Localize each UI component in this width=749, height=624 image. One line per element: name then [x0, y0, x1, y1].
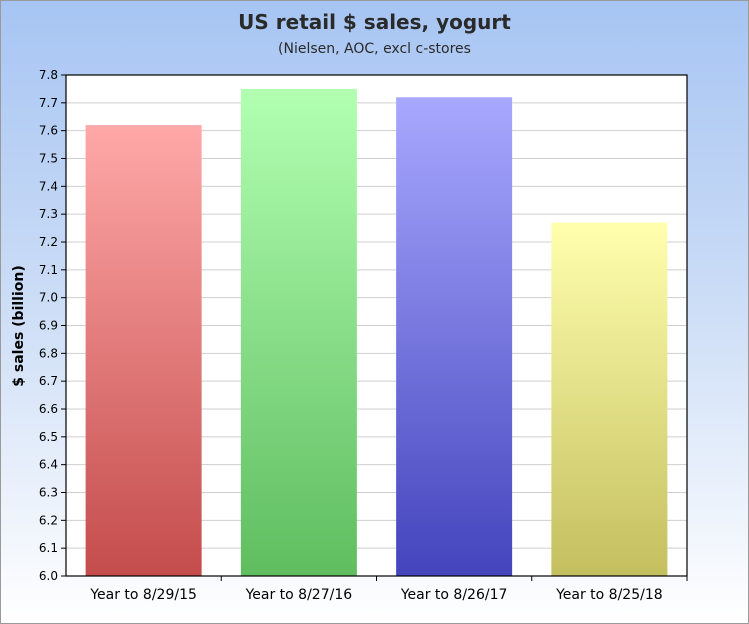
bar — [396, 97, 513, 577]
y-tick-label: 7.0 — [39, 291, 58, 305]
y-tick-label: 7.3 — [39, 207, 58, 221]
y-tick-label: 7.5 — [39, 152, 58, 166]
bar — [551, 222, 668, 576]
y-tick-label: 6.4 — [39, 458, 58, 472]
y-tick-label: 7.7 — [39, 96, 58, 110]
y-tick-label: 7.1 — [39, 263, 58, 277]
y-tick-label: 6.0 — [39, 569, 58, 583]
x-tick-label: Year to 8/26/17 — [400, 587, 508, 603]
y-tick-label: 6.9 — [39, 319, 58, 333]
y-tick-label: 6.5 — [39, 430, 58, 444]
bar — [240, 88, 357, 577]
x-tick-label: Year to 8/25/18 — [555, 587, 663, 603]
y-tick-label: 6.2 — [39, 513, 58, 527]
y-tick-label: 7.4 — [39, 179, 58, 193]
chart-subtitle: (Nielsen, AOC, excl c-stores — [278, 41, 471, 57]
y-tick-label: 6.8 — [39, 346, 58, 360]
y-tick-label: 6.7 — [39, 374, 58, 388]
y-tick-label: 6.1 — [39, 541, 58, 555]
y-tick-label: 7.6 — [39, 124, 58, 138]
x-tick-label: Year to 8/27/16 — [245, 587, 353, 603]
y-tick-label: 7.2 — [39, 235, 58, 249]
y-tick-label: 6.6 — [39, 402, 58, 416]
bar — [85, 125, 202, 576]
chart-title: US retail $ sales, yogurt — [238, 10, 511, 34]
y-tick-label: 7.8 — [39, 68, 58, 82]
x-tick-label: Year to 8/29/15 — [89, 587, 197, 603]
y-tick-label: 6.3 — [39, 486, 58, 500]
